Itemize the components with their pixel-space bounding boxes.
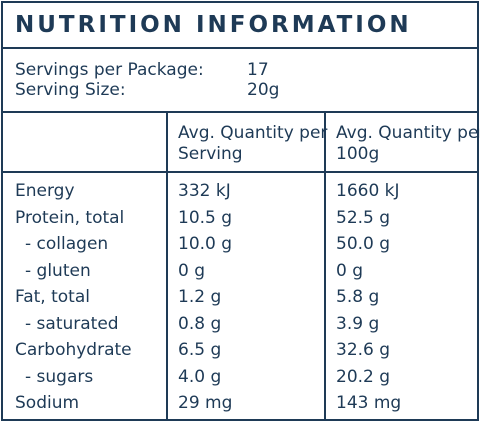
nutrient-name: Fat, total — [15, 287, 90, 307]
table-header: Avg. Quantity per Serving Avg. Quantity … — [3, 113, 480, 173]
per-100g-value: 20.2 g — [336, 366, 391, 387]
serving-size-row: Serving Size: 20g — [3, 80, 477, 100]
servings-per-package-value: 17 — [247, 60, 269, 80]
panel-title: NUTRITION INFORMATION — [3, 3, 477, 49]
column-divider — [324, 113, 326, 419]
per-serving-value: 0.8 g — [178, 313, 222, 334]
per-serving-value: 29 mg — [178, 393, 233, 413]
table-row: - saturated 0.8 g 3.9 g — [3, 311, 477, 338]
servings-per-package-label: Servings per Package: — [15, 60, 204, 80]
serving-size-value: 20g — [247, 80, 280, 100]
nutrient-name: Protein, total — [15, 207, 125, 228]
nutrient-name: Carbohydrate — [15, 340, 132, 360]
per-100g-value: 143 mg — [336, 393, 402, 413]
table-row: Protein, total 10.5 g 52.5 g — [3, 205, 477, 232]
column-divider — [166, 113, 168, 419]
per-serving-value: 332 kJ — [178, 181, 231, 201]
table-row: Fat, total 1.2 g 5.8 g — [3, 284, 477, 311]
table-row: Sodium 29 mg 143 mg — [3, 390, 477, 417]
per-100g-value: 32.6 g — [336, 340, 391, 360]
per-serving-value: 6.5 g — [178, 340, 222, 360]
per-100g-value: 0 g — [336, 260, 364, 281]
nutrient-name: Energy — [15, 181, 75, 201]
per-serving-value: 4.0 g — [178, 366, 222, 387]
per-100g-value: 52.5 g — [336, 207, 391, 228]
servings-section: Servings per Package: 17 Serving Size: 2… — [3, 49, 477, 113]
table-row: - collagen 10.0 g 50.0 g — [3, 231, 477, 258]
nutrient-name: - gluten — [25, 260, 91, 281]
per-100g-value: 50.0 g — [336, 234, 391, 254]
nutrient-name: - sugars — [25, 366, 94, 387]
nutrient-name: - saturated — [25, 313, 119, 334]
per-serving-value: 10.0 g — [178, 234, 233, 254]
per-serving-value: 1.2 g — [178, 287, 222, 307]
table-row: - gluten 0 g 0 g — [3, 258, 477, 285]
serving-size-label: Serving Size: — [15, 80, 126, 100]
per-serving-value: 10.5 g — [178, 207, 233, 228]
table-row: Energy 332 kJ 1660 kJ — [3, 178, 477, 205]
table-row: - sugars 4.0 g 20.2 g — [3, 364, 477, 391]
header-per-serving: Avg. Quantity per Serving — [178, 123, 328, 164]
per-100g-value: 1660 kJ — [336, 181, 400, 201]
per-100g-value: 3.9 g — [336, 313, 380, 334]
table-row: Carbohydrate 6.5 g 32.6 g — [3, 337, 477, 364]
per-serving-value: 0 g — [178, 260, 206, 281]
nutrient-name: - collagen — [25, 234, 109, 254]
header-per-100g: Avg. Quantity per 100g — [336, 123, 480, 164]
servings-per-package-row: Servings per Package: 17 — [3, 60, 477, 80]
nutrient-rows: Energy 332 kJ 1660 kJ Protein, total 10.… — [3, 178, 477, 417]
nutrient-name: Sodium — [15, 393, 80, 413]
per-100g-value: 5.8 g — [336, 287, 380, 307]
